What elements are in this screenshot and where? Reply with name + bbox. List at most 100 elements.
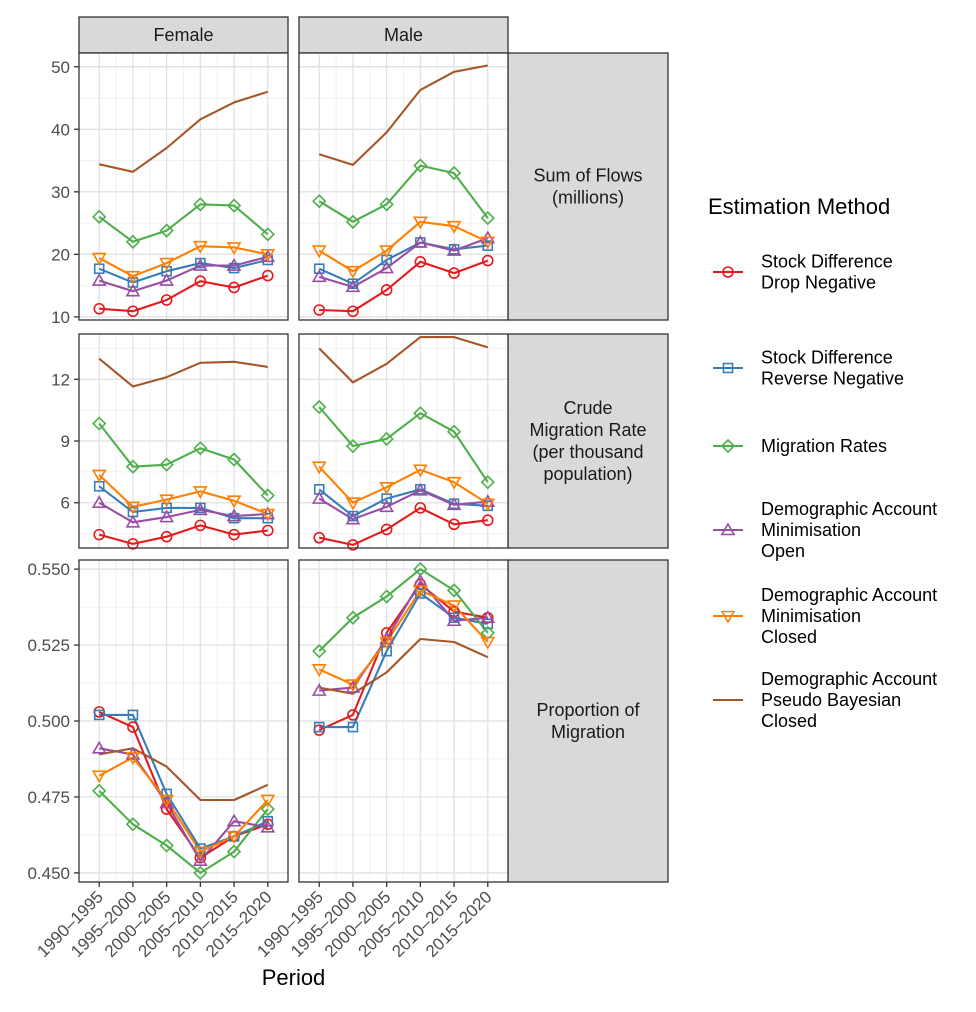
data-point-stock-difference-drop-negative xyxy=(127,305,139,318)
data-point-demographic-account-minimisation-closed xyxy=(159,794,175,808)
row-strip-3 xyxy=(507,559,669,883)
data-point-demographic-account-minimisation-closed xyxy=(260,249,276,262)
legend-item-demographic-account-minimisation-closed: Demographic Account Minimisation Closed xyxy=(713,585,937,647)
data-point-demographic-account-minimisation-closed xyxy=(311,461,327,475)
y-tick-label: 0.450 xyxy=(27,864,70,883)
legend-key-marker xyxy=(720,438,736,454)
y-tick-label: 20 xyxy=(51,245,70,264)
legend-item-migration-rates: Migration Rates xyxy=(713,436,887,456)
data-point-migration-rates xyxy=(260,227,275,242)
data-point-stock-difference-drop-negative xyxy=(481,514,494,527)
data-point-stock-difference-reverse-negative xyxy=(127,709,139,721)
series-line-demographic-account-pseudo-bayesian-closed xyxy=(318,64,488,166)
data-point-migration-rates xyxy=(312,644,327,659)
data-point-demographic-account-minimisation-open xyxy=(226,257,242,271)
data-point-demographic-account-minimisation-closed xyxy=(91,469,107,483)
data-point-stock-difference-drop-negative xyxy=(160,530,173,543)
data-point-migration-rates xyxy=(446,165,462,181)
data-point-stock-difference-drop-negative xyxy=(194,275,207,288)
panel-male-row-1 xyxy=(298,52,509,321)
data-point-demographic-account-minimisation-closed xyxy=(159,494,175,508)
data-point-migration-rates xyxy=(260,801,275,817)
legend-item-stock-difference-reverse-negative: Stock Difference Reverse Negative xyxy=(713,348,904,389)
panel-border xyxy=(78,52,289,321)
series-line-demographic-account-minimisation-open xyxy=(318,237,489,288)
data-point-migration-rates xyxy=(312,194,327,209)
data-point-stock-difference-drop-negative xyxy=(127,721,139,733)
panel-female-row-3 xyxy=(78,559,289,883)
data-point-stock-difference-drop-negative xyxy=(448,605,460,618)
data-point-stock-difference-drop-negative xyxy=(261,524,274,537)
data-point-demographic-account-minimisation-closed xyxy=(412,464,428,478)
data-point-stock-difference-drop-negative xyxy=(414,502,427,514)
strip-female xyxy=(78,16,289,54)
data-point-migration-rates xyxy=(159,457,174,472)
y-tick-label: 0.500 xyxy=(27,712,70,731)
series-line-demographic-account-pseudo-bayesian-closed xyxy=(318,336,489,384)
series-line-demographic-account-minimisation-closed xyxy=(318,465,489,505)
series-line-migration-rates xyxy=(98,203,269,243)
data-point-stock-difference-reverse-negative xyxy=(313,721,325,733)
data-point-stock-difference-reverse-negative xyxy=(127,277,139,288)
row-strip-2 xyxy=(507,333,669,549)
legend-item-demographic-account-minimisation-open: Demographic Account Minimisation Open xyxy=(713,499,937,561)
y-tick-label: 40 xyxy=(51,120,70,139)
y-tick-label: 12 xyxy=(51,370,70,389)
data-point-demographic-account-minimisation-open xyxy=(260,819,276,833)
series-line-migration-rates xyxy=(318,568,489,652)
data-point-migration-rates xyxy=(446,583,462,598)
data-point-migration-rates xyxy=(345,214,361,229)
legend-label: Demographic Account Minimisation Open xyxy=(761,499,937,561)
data-point-migration-rates xyxy=(345,439,361,454)
panel-border xyxy=(298,52,509,321)
strip-label-female: Female xyxy=(153,25,213,45)
data-point-stock-difference-drop-negative xyxy=(228,281,240,294)
data-point-demographic-account-minimisation-open xyxy=(480,494,496,508)
legend-label: Demographic Account Pseudo Bayesian Closed xyxy=(761,669,937,731)
data-point-demographic-account-minimisation-open xyxy=(412,234,428,248)
data-point-stock-difference-drop-negative xyxy=(160,294,173,306)
data-point-migration-rates xyxy=(125,817,141,832)
data-point-demographic-account-minimisation-closed xyxy=(345,497,361,511)
data-point-stock-difference-drop-negative xyxy=(261,269,274,282)
data-point-demographic-account-minimisation-open xyxy=(412,482,428,496)
data-point-stock-difference-drop-negative xyxy=(347,305,359,318)
data-point-stock-difference-reverse-negative xyxy=(347,721,359,733)
legend-label: Migration Rates xyxy=(761,436,887,456)
data-point-demographic-account-minimisation-open xyxy=(192,853,208,867)
data-point-demographic-account-minimisation-closed xyxy=(412,585,428,598)
series-line-demographic-account-pseudo-bayesian-closed xyxy=(98,90,269,173)
data-point-migration-rates xyxy=(345,610,361,625)
series-line-stock-difference-reverse-negative xyxy=(319,592,488,729)
data-point-migration-rates xyxy=(379,197,394,212)
data-point-demographic-account-minimisation-closed xyxy=(226,242,242,256)
data-point-demographic-account-minimisation-open xyxy=(345,511,361,525)
data-point-migration-rates xyxy=(92,209,107,224)
data-point-migration-rates xyxy=(159,223,174,238)
data-point-demographic-account-minimisation-closed xyxy=(446,600,462,614)
series-line-migration-rates xyxy=(318,164,489,223)
data-point-stock-difference-drop-negative xyxy=(313,304,326,316)
data-point-demographic-account-minimisation-closed xyxy=(446,220,462,234)
data-point-demographic-account-minimisation-open xyxy=(125,283,141,297)
legend-label: Stock Difference Drop Negative xyxy=(761,252,893,293)
data-point-demographic-account-minimisation-open xyxy=(311,683,327,696)
data-point-demographic-account-minimisation-closed xyxy=(260,508,276,522)
legend-key-marker xyxy=(720,522,736,536)
data-point-stock-difference-drop-negative xyxy=(93,528,106,541)
data-point-demographic-account-minimisation-open xyxy=(125,514,141,528)
data-point-demographic-account-minimisation-closed xyxy=(125,270,141,284)
data-point-stock-difference-drop-negative xyxy=(448,267,460,279)
strip-label-male: Male xyxy=(384,25,423,45)
data-point-demographic-account-minimisation-open xyxy=(91,495,107,509)
data-point-stock-difference-reverse-negative xyxy=(93,709,105,721)
data-point-demographic-account-minimisation-closed xyxy=(91,252,107,266)
data-point-demographic-account-minimisation-open xyxy=(91,272,107,286)
series-line-demographic-account-minimisation-closed xyxy=(98,474,269,515)
series-line-stock-difference-reverse-negative xyxy=(98,258,269,284)
data-point-stock-difference-drop-negative xyxy=(160,803,173,815)
data-point-demographic-account-minimisation-open xyxy=(480,610,496,624)
data-point-stock-difference-drop-negative xyxy=(481,254,494,267)
y-tick-label: 30 xyxy=(51,183,70,202)
data-point-migration-rates xyxy=(413,158,428,173)
